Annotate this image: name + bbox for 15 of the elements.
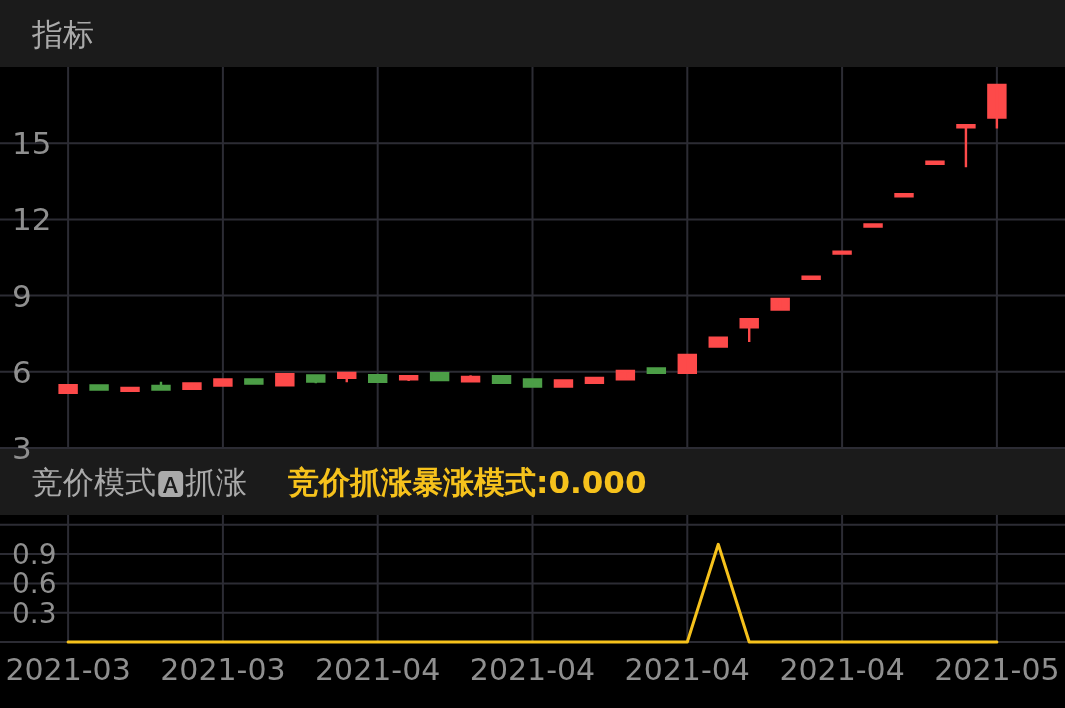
ytick-label: 12 [12, 201, 52, 238]
xtick-label: 2021-03 [160, 651, 286, 687]
xtick-label: 2021-05 [934, 651, 1060, 687]
ytick-label: 6 [12, 353, 32, 390]
ytick-label: 15 [12, 125, 52, 162]
xtick-label: 2021-03 [5, 651, 131, 687]
xtick-label: 2021-04 [624, 651, 750, 687]
xtick-label: 2021-04 [315, 651, 441, 687]
xtick-label: 2021-04 [469, 651, 596, 687]
legend: 竞价抓涨暴涨模式:0.000 [288, 464, 647, 500]
ytick-label: 9 [12, 277, 32, 314]
ytick-label: 3 [12, 430, 32, 466]
xtick-label: 2021-04 [779, 651, 905, 687]
title: 指标 [32, 15, 94, 52]
title: 竞价模式🅰抓涨 [32, 464, 247, 500]
